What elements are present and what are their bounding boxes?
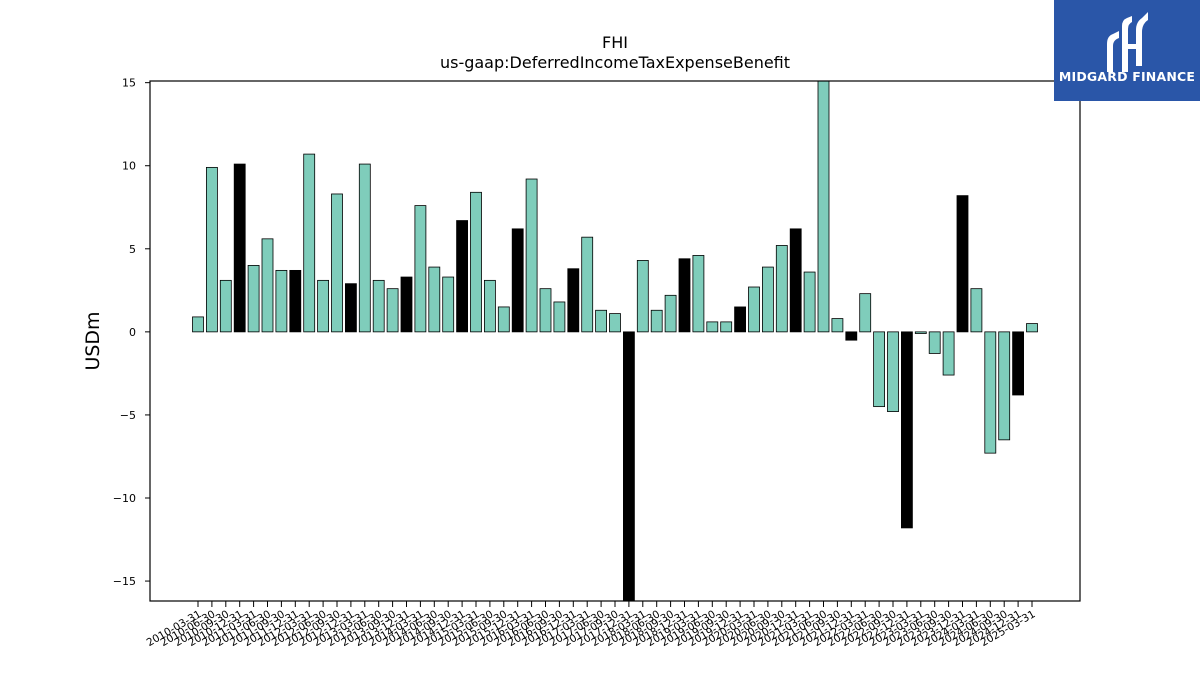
bar-2018-06-30 [650, 309, 663, 333]
bar-2025-03-31 [1026, 323, 1038, 333]
bar-2016-06-30 [539, 288, 552, 333]
plot-frame [149, 80, 1081, 602]
chart-subtitle: us-gaap:DeferredIncomeTaxExpenseBenefit [440, 53, 790, 72]
bar-2021-09-30 [831, 318, 844, 333]
bar-2018-09-30 [664, 294, 677, 333]
bar-2019-03-31 [692, 255, 705, 333]
bar-2015-09-30 [497, 306, 510, 333]
bar-2015-06-30 [483, 279, 496, 333]
bar-2011-09-30 [275, 269, 288, 333]
bar-2017-06-30 [595, 309, 607, 333]
bar-2015-03-31 [470, 191, 482, 333]
bar-2024-12-31 [1012, 331, 1024, 396]
bar-2022-06-30 [873, 331, 885, 408]
bar-2022-03-31 [859, 293, 872, 333]
bar-2014-06-30 [428, 266, 441, 333]
bar-2023-12-31 [956, 195, 969, 333]
bar-2010-03-31 [192, 316, 204, 333]
x-axis: 2010-03-312010-06-302010-09-302010-12-31… [145, 601, 1038, 649]
bar-2020-09-30 [775, 245, 788, 333]
bar-2012-03-31 [303, 153, 316, 333]
bar-2010-09-30 [219, 279, 232, 333]
y-axis-label: USDm [82, 311, 104, 370]
bar-2012-12-31 [344, 283, 357, 333]
bar-2012-09-30 [331, 193, 343, 333]
bar-2014-03-31 [414, 205, 427, 333]
y-tick-label: −5 [120, 409, 136, 422]
bar-2024-09-30 [998, 331, 1011, 441]
bar-2019-12-31 [734, 306, 746, 333]
bar-2023-03-31 [914, 331, 927, 334]
mf-logo-icon [1107, 12, 1148, 72]
bar-2013-12-31 [400, 276, 413, 333]
bar-2020-03-31 [748, 286, 760, 333]
brand-name: MIDGARD FINANCE [1058, 69, 1196, 84]
bar-2018-03-31 [636, 260, 649, 333]
bar-2023-09-30 [942, 331, 955, 376]
y-axis: −15 −10 −5 0 5 10 15 [113, 77, 150, 588]
bar-2018-12-31 [678, 258, 691, 333]
bar-2022-12-31 [901, 331, 913, 529]
bar-2019-06-30 [706, 321, 719, 333]
bar-2011-06-30 [261, 238, 274, 333]
bar-2017-09-30 [609, 313, 621, 333]
bar-2015-12-31 [511, 228, 524, 333]
y-tick-label: −10 [113, 492, 136, 505]
bar-2010-12-31 [233, 163, 246, 333]
bar-2020-12-31 [789, 228, 802, 333]
bar-2016-03-31 [525, 178, 538, 333]
y-tick-label: −15 [113, 575, 136, 588]
y-tick-label: 5 [129, 243, 136, 256]
bar-2017-12-31 [623, 331, 635, 602]
y-tick-label: 10 [122, 160, 136, 173]
bar-2023-06-30 [928, 331, 941, 354]
bar-2021-03-31 [803, 271, 816, 333]
bar-2014-12-31 [456, 220, 469, 333]
bar-2022-09-30 [887, 331, 899, 412]
bar-2011-12-31 [289, 269, 302, 333]
bar-2013-03-31 [358, 163, 371, 333]
y-tick-label: 15 [122, 77, 136, 90]
bar-2024-03-31 [970, 288, 983, 333]
y-tick-label: 0 [129, 326, 136, 339]
bar-2013-09-30 [386, 288, 399, 333]
bar-2019-09-30 [720, 321, 733, 333]
brand-logo: MIDGARD FINANCE [1054, 0, 1200, 101]
bars-group [192, 80, 1038, 602]
bar-2012-06-30 [317, 279, 330, 333]
bar-2021-12-31 [845, 331, 858, 341]
bar-2013-06-30 [372, 279, 385, 333]
chart-title: FHI [602, 33, 628, 52]
bar-2017-03-31 [581, 236, 594, 333]
bar-2016-12-31 [567, 268, 580, 333]
bar-2020-06-30 [762, 266, 774, 333]
bar-2011-03-31 [247, 265, 260, 333]
bar-2016-09-30 [553, 301, 566, 333]
bar-2014-09-30 [442, 276, 455, 333]
bar-2021-06-30 [817, 80, 830, 333]
bar-2010-06-30 [205, 166, 218, 333]
bar-2024-06-30 [984, 331, 997, 454]
